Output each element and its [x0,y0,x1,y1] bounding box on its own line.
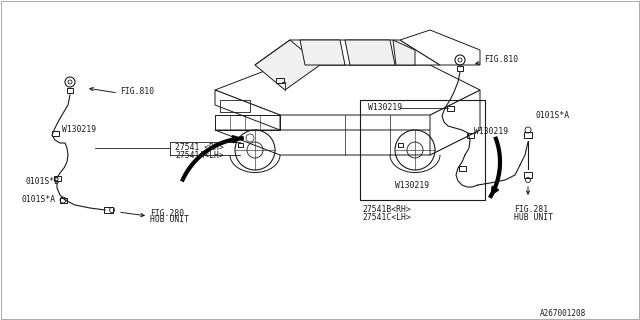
Text: 27541B<RH>: 27541B<RH> [362,205,411,214]
Bar [467,132,474,138]
Text: A267001208: A267001208 [540,308,586,317]
Bar [458,165,465,171]
Bar [51,131,58,135]
Text: 27541 <RH>: 27541 <RH> [175,143,224,153]
Polygon shape [300,40,345,65]
Text: 0101S*A: 0101S*A [22,196,56,204]
Polygon shape [215,130,480,155]
Polygon shape [393,40,415,65]
Bar [60,197,67,203]
Bar [360,100,485,200]
Polygon shape [255,40,320,90]
Bar [104,207,113,213]
Text: W130219: W130219 [474,127,508,137]
Text: FIG.280: FIG.280 [150,209,184,218]
Bar [276,77,284,83]
Text: 0101S*B: 0101S*B [25,178,59,187]
Polygon shape [215,90,280,130]
Text: 0101S*A: 0101S*A [535,110,569,119]
Polygon shape [255,40,440,65]
Bar [215,115,280,130]
Bar [524,172,532,178]
Polygon shape [430,90,480,155]
Text: W130219: W130219 [395,180,429,189]
Text: W130219: W130219 [368,103,402,113]
Text: 27541C<LH>: 27541C<LH> [362,212,411,221]
Polygon shape [215,65,480,115]
Bar [397,143,403,147]
Text: HUB UNIT: HUB UNIT [514,212,553,221]
Bar [237,143,243,147]
Text: FIG.281: FIG.281 [514,205,548,214]
Text: HUB UNIT: HUB UNIT [150,214,189,223]
Text: 27541A<LH>: 27541A<LH> [175,150,224,159]
Bar [220,100,250,112]
Bar [67,87,73,92]
Polygon shape [400,30,480,65]
Text: W130219: W130219 [62,125,96,134]
Bar [54,175,61,180]
Polygon shape [255,40,290,65]
Text: FIG.810: FIG.810 [120,86,154,95]
Bar [447,106,454,110]
Bar [524,132,532,138]
Text: FIG.810: FIG.810 [484,55,518,65]
Bar [457,66,463,70]
Polygon shape [345,40,395,65]
